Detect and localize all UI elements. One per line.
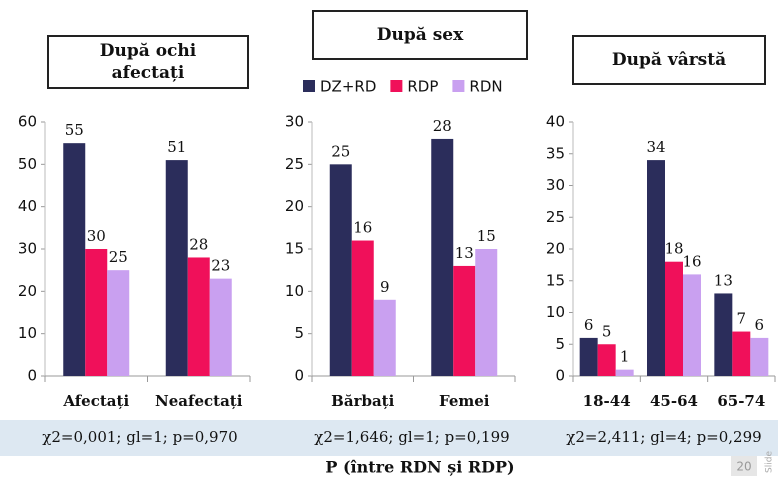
data-label: 5 [602, 322, 612, 340]
data-label: 23 [211, 257, 230, 275]
y-tick-label: 30 [18, 240, 37, 258]
slide-label: Slide [765, 451, 775, 473]
data-label: 16 [682, 252, 701, 270]
x-tick-label: 65-74 [717, 392, 765, 410]
x-tick-label: 18-44 [583, 392, 631, 410]
bar [63, 143, 86, 376]
y-tick-label: 30 [285, 113, 304, 131]
legend-label: RDN [469, 78, 502, 96]
x-tick-label: 45-64 [650, 392, 698, 410]
y-tick-label: 10 [546, 303, 565, 321]
y-tick-label: 15 [546, 271, 565, 289]
y-tick-label: 10 [285, 282, 304, 300]
y-tick-label: 0 [555, 367, 565, 385]
y-tick-label: 25 [546, 208, 565, 226]
data-label: 28 [433, 117, 452, 135]
chart-title: După ochi afectați [47, 35, 249, 89]
bar [209, 278, 232, 376]
y-tick-label: 40 [18, 197, 37, 215]
bar [579, 337, 598, 376]
data-label: 13 [714, 271, 733, 289]
bar [615, 369, 634, 376]
bar [475, 249, 498, 376]
data-label: 9 [380, 278, 390, 296]
data-label: 7 [737, 310, 747, 328]
data-label: 6 [755, 316, 765, 334]
data-label: 18 [664, 240, 683, 258]
y-tick-label: 50 [18, 155, 37, 173]
legend-swatch [390, 80, 403, 92]
bar [107, 270, 130, 376]
bar [714, 293, 733, 376]
legend-swatch [303, 80, 315, 92]
bar [351, 240, 374, 376]
y-tick-label: 10 [18, 324, 37, 342]
data-label: 6 [584, 316, 594, 334]
bar [665, 261, 683, 376]
bar [329, 164, 352, 376]
chart-title: După vârstă [572, 35, 766, 85]
data-label: 16 [353, 219, 372, 237]
y-tick-label: 20 [546, 240, 565, 258]
x-tick-label: Bărbați [331, 392, 394, 410]
bar [750, 337, 769, 376]
y-tick-label: 5 [294, 324, 304, 342]
bar [431, 138, 454, 376]
y-tick-label: 60 [18, 113, 37, 131]
y-tick-label: 5 [555, 335, 565, 353]
bar [647, 160, 665, 376]
data-label: 25 [331, 142, 350, 160]
data-label: 1 [620, 348, 630, 366]
y-tick-label: 20 [18, 282, 37, 300]
legend-label: RDP [407, 78, 438, 96]
data-label: 30 [87, 227, 106, 245]
y-tick-label: 15 [285, 240, 304, 258]
stats-band [0, 420, 778, 456]
chart-title: După sex [312, 10, 528, 60]
slide-number: 20 [736, 460, 751, 474]
data-label: 15 [477, 227, 496, 245]
bar [732, 331, 751, 376]
bar [683, 274, 701, 376]
x-tick-label: Afectați [62, 392, 129, 410]
bar [165, 160, 188, 376]
data-label: 25 [109, 248, 128, 266]
stats-annotation: χ2=2,411; gl=4; p=0,299 [566, 428, 761, 446]
data-label: 28 [189, 235, 208, 253]
y-tick-label: 0 [294, 367, 304, 385]
bar [453, 265, 476, 376]
slide-number-box [731, 456, 757, 476]
y-tick-label: 30 [546, 176, 565, 194]
data-label: 55 [65, 121, 84, 139]
footer: P (între RDN și RDP) [325, 458, 514, 477]
stats-annotation: χ2=1,646; gl=1; p=0,199 [314, 428, 509, 446]
legend-label: DZ+RD [320, 78, 376, 96]
legend-swatch [452, 80, 465, 92]
y-tick-label: 0 [27, 367, 37, 385]
y-tick-label: 25 [285, 155, 304, 173]
data-label: 51 [167, 138, 186, 156]
y-tick-label: 40 [546, 113, 565, 131]
x-tick-label: Neafectați [155, 392, 243, 410]
bar [373, 299, 396, 376]
y-tick-label: 35 [546, 144, 565, 162]
y-tick-label: 20 [285, 197, 304, 215]
bar [597, 344, 616, 376]
data-label: 13 [455, 244, 474, 262]
bar [85, 249, 108, 376]
bar [187, 257, 210, 376]
data-label: 34 [646, 138, 665, 156]
stats-annotation: χ2=0,001; gl=1; p=0,970 [42, 428, 237, 446]
x-tick-label: Femei [439, 392, 490, 410]
